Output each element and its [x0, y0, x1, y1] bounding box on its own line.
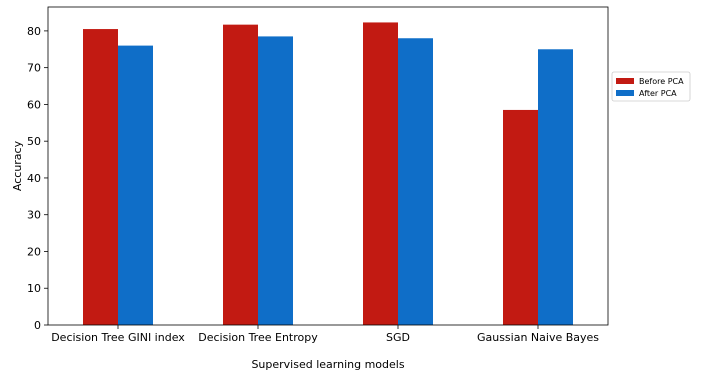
bars-group: [83, 22, 573, 326]
bar-before-3: [503, 109, 538, 325]
x-tick-label: Gaussian Naive Bayes: [477, 331, 599, 344]
x-tick-label: SGD: [386, 331, 410, 344]
y-tick-label: 20: [27, 245, 41, 258]
legend-swatch-after-pca: [616, 90, 634, 96]
y-tick-label: 40: [27, 172, 41, 185]
bar-after-2: [398, 38, 433, 325]
y-axis-ticks: 0 10 20 30 40 50 60 70 80: [27, 25, 48, 332]
bar-before-2: [363, 22, 398, 326]
legend: Before PCA After PCA: [611, 71, 691, 102]
bar-after-0: [118, 45, 153, 325]
bar-after-1: [258, 36, 293, 326]
plot-area-frame: [47, 6, 609, 326]
x-axis-ticks: Decision Tree GINI index Decision Tree En…: [51, 325, 599, 344]
x-tick-label: Decision Tree GINI index: [51, 331, 185, 344]
legend-label-before-pca: Before PCA: [639, 77, 684, 86]
y-axis-label: Accuracy: [11, 140, 24, 191]
y-tick-label: 80: [27, 25, 41, 38]
x-axis-label: Supervised learning models: [251, 358, 404, 371]
y-tick-label: 70: [27, 62, 41, 75]
y-tick-label: 50: [27, 135, 41, 148]
x-tick-label: Decision Tree Entropy: [198, 331, 318, 344]
y-tick-label: 10: [27, 282, 41, 295]
legend-swatch-before-pca: [616, 78, 634, 84]
y-tick-label: 0: [34, 319, 41, 332]
bar-before-1: [223, 24, 258, 326]
legend-label-after-pca: After PCA: [639, 89, 677, 98]
y-tick-label: 60: [27, 98, 41, 111]
bar-before-0: [83, 29, 118, 326]
bar-after-3: [538, 49, 573, 325]
y-tick-label: 30: [27, 209, 41, 222]
